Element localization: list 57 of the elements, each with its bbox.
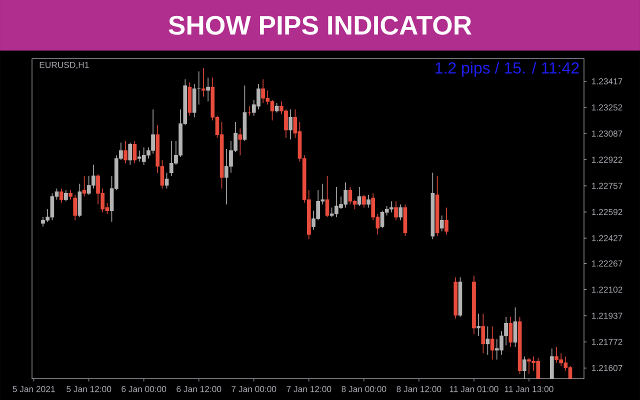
candlestick <box>73 194 78 221</box>
candlestick <box>59 188 64 204</box>
y-tick-label: 1.23252 <box>592 104 622 111</box>
y-tick-label: 1.22592 <box>592 208 622 216</box>
candlestick <box>481 313 486 354</box>
candlestick <box>357 186 362 206</box>
candlestick <box>64 190 68 202</box>
candlestick <box>68 190 72 200</box>
candlestick <box>192 84 196 118</box>
candlestick <box>82 175 86 197</box>
candlestick <box>348 186 352 205</box>
candlestick <box>394 200 398 221</box>
chart-title: SHOW PIPS INDICATOR <box>168 16 472 35</box>
x-tick-label: 8 Jan 12:00 <box>396 386 442 392</box>
y-tick-label: 1.22267 <box>592 260 622 267</box>
annotation: EURUSD,H1 <box>40 62 89 70</box>
candlestick <box>476 313 480 336</box>
x-tick-label: 11 Jan 01:00 <box>450 386 498 392</box>
x-tick-label: 7 Jan 00:00 <box>232 386 276 392</box>
candlestick <box>274 102 279 113</box>
x-tick-label: 5 Jan 12:00 <box>66 386 112 392</box>
candlestick <box>444 207 448 235</box>
candlestick <box>362 194 366 208</box>
candlestick <box>124 140 128 164</box>
x-tick-label: 6 Jan 12:00 <box>176 386 222 392</box>
x-tick-label: 11 Jan 13:00 <box>504 386 554 392</box>
candlestick <box>490 326 494 360</box>
x-tick-label: 6 Jan 00:00 <box>122 386 166 392</box>
candlestick <box>513 306 518 348</box>
y-tick-label: 1.22427 <box>592 235 622 242</box>
candlestick <box>398 204 403 221</box>
candlestick <box>325 175 330 218</box>
candlestick <box>440 215 444 232</box>
candlestick <box>288 108 292 140</box>
candlestick <box>206 77 210 102</box>
candlestick <box>238 128 242 156</box>
y-tick-label: 1.23087 <box>592 130 622 137</box>
y-tick-label: 1.21607 <box>592 364 622 372</box>
y-tick-label: 1.21937 <box>592 312 622 319</box>
y-tick-label: 1.21772 <box>592 338 622 345</box>
x-tick-label: 8 Jan 00:00 <box>342 386 386 392</box>
y-tick-label: 1.23417 <box>592 78 622 84</box>
candlestick <box>128 142 132 166</box>
y-tick-label: 1.22757 <box>592 182 622 189</box>
candlestick <box>508 316 513 348</box>
candlestick <box>202 68 206 98</box>
y-tick-label: 1.22102 <box>592 286 622 293</box>
x-tick-label: 7 Jan 12:00 <box>286 386 332 392</box>
candlestick <box>132 140 137 164</box>
x-tick-label: 5 Jan 2021 <box>12 386 55 392</box>
candlestick <box>366 194 370 208</box>
annotation: 1.2 pips / 15. / 11:42 <box>436 62 579 77</box>
candlestick <box>164 172 169 189</box>
y-tick-label: 1.22922 <box>592 156 622 163</box>
candlestick <box>247 106 252 116</box>
candlestick <box>78 183 82 218</box>
candlestick <box>486 326 490 356</box>
